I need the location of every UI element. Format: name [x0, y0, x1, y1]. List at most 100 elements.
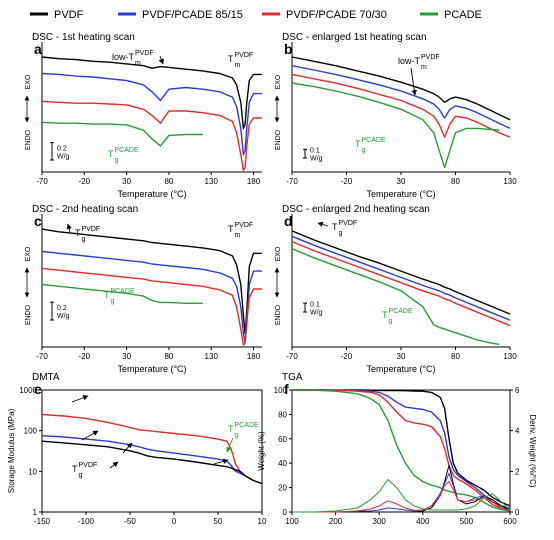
- x-tick-label: -50: [124, 517, 136, 526]
- annotation-sup: PCADE: [235, 422, 259, 429]
- series-line: [41, 283, 203, 304]
- x-tick-label: 500: [460, 517, 474, 526]
- scale-bar-value: 0.1: [310, 302, 320, 309]
- annotation-sup: PVDF: [235, 222, 254, 229]
- annotation-sup: PVDF: [82, 226, 101, 233]
- x-tick-label: 130: [205, 177, 219, 186]
- x-tick-label: 100: [285, 517, 299, 526]
- series-line: [291, 248, 500, 345]
- scale-bar-unit: W/g: [310, 156, 323, 163]
- y-tick-label: 10: [28, 467, 37, 476]
- scale-bar-unit: W/g: [57, 313, 70, 320]
- x-tick-label: 0: [172, 517, 177, 526]
- series-line: [41, 267, 262, 346]
- annotation-sup: PVDF: [79, 462, 98, 469]
- annotation: T: [228, 224, 234, 234]
- endo-label: ENDO: [25, 304, 32, 325]
- annotation: T: [332, 222, 338, 232]
- panel-letter: f: [284, 381, 289, 397]
- annotation-arrow: [81, 430, 99, 441]
- annotation-sub: g: [82, 236, 86, 243]
- scale-bar-value: 0.1: [310, 148, 320, 155]
- panel-title: DSC - 2nd heating scan: [32, 204, 138, 215]
- endo-label: ENDO: [25, 129, 32, 150]
- y2-tick-label: 4: [515, 427, 520, 436]
- y-axis-label: Weight (%): [257, 431, 266, 471]
- series-line: [41, 72, 262, 156]
- annotation-sub: g: [389, 318, 393, 325]
- annotation-arrow: [71, 395, 89, 403]
- series-line: [292, 389, 511, 511]
- x-tick-label: -70: [286, 352, 298, 361]
- y-axis-label: Storage Modulus (MPa): [7, 408, 16, 493]
- annotation: T: [72, 464, 78, 474]
- x-tick-label: -20: [341, 352, 353, 361]
- annotation: T: [382, 310, 388, 320]
- annotation: T: [355, 139, 361, 149]
- series-line: [41, 121, 203, 147]
- scale-bar-unit: W/g: [57, 153, 70, 160]
- series-line: [41, 435, 263, 485]
- series-line: [41, 440, 263, 485]
- x-tick-label: -20: [79, 352, 91, 361]
- series-line: [291, 235, 511, 321]
- annotation-sub: m: [235, 62, 241, 69]
- scale-bar-value: 0.2: [57, 145, 67, 152]
- y-tick-label: 40: [278, 459, 287, 468]
- annotation-arrow: [109, 461, 119, 469]
- x-tick-label: 130: [503, 177, 517, 186]
- x-tick-label: 80: [451, 352, 460, 361]
- x-tick-label: -20: [341, 177, 353, 186]
- panel-letter: d: [284, 213, 293, 229]
- series-line: [41, 250, 262, 344]
- x-tick-label: 80: [164, 177, 173, 186]
- annotation: T: [108, 149, 114, 159]
- plot-frame: [41, 389, 263, 513]
- scale-bar-value: 0.2: [57, 305, 67, 312]
- series-line: [41, 100, 262, 171]
- series-line: [292, 389, 511, 509]
- x-axis-label: Temperature (°C): [366, 189, 435, 199]
- x-tick-label: -70: [36, 352, 48, 361]
- x-axis-label: Temperature (°C): [117, 189, 186, 199]
- annotation-sub: g: [362, 147, 366, 154]
- endo-label: ENDO: [275, 129, 282, 150]
- annotation-sup: PCADE: [389, 308, 413, 315]
- annotation-arrow: [158, 55, 164, 65]
- annotation-sup: PCADE: [111, 288, 135, 295]
- annotation-sup: PVDF: [339, 220, 358, 227]
- series-line: [41, 56, 262, 130]
- annotation-sup: PCADE: [115, 147, 139, 154]
- annotation-arrow: [317, 221, 329, 227]
- x-axis-label: Temperature (°C): [366, 364, 435, 374]
- annotation-arrow: [410, 67, 417, 96]
- annotation-sup: PVDF: [235, 52, 254, 59]
- annotation-sup: PVDF: [421, 54, 440, 61]
- annotation-sub: m: [135, 60, 141, 67]
- x-tick-label: -100: [78, 517, 95, 526]
- legend-label: PCADE: [444, 9, 482, 21]
- x-tick-label: -150: [34, 517, 51, 526]
- x-tick-label: 80: [451, 177, 460, 186]
- legend-label: PVDF/PCADE 85/15: [142, 9, 243, 21]
- y-tick-label: 100: [24, 427, 38, 436]
- series-line: [292, 464, 511, 513]
- annotation: T: [75, 228, 81, 238]
- annotation-sub: g: [339, 230, 343, 237]
- x-tick-label: 30: [122, 177, 131, 186]
- series-line: [292, 389, 511, 507]
- x-tick-label: 130: [205, 352, 219, 361]
- panel-letter: e: [34, 381, 42, 397]
- x-tick-label: 30: [397, 177, 406, 186]
- annotation: T: [228, 54, 234, 64]
- annotation: T: [228, 424, 234, 434]
- series-line: [291, 240, 511, 327]
- y-tick-label: 1: [33, 508, 38, 517]
- scale-bar-unit: W/g: [310, 310, 323, 317]
- panel-title: DSC - enlarged 1st heating scan: [282, 32, 427, 43]
- exo-label: EXO: [25, 74, 32, 89]
- annotation-sub: g: [111, 298, 115, 305]
- x-tick-label: 130: [503, 352, 517, 361]
